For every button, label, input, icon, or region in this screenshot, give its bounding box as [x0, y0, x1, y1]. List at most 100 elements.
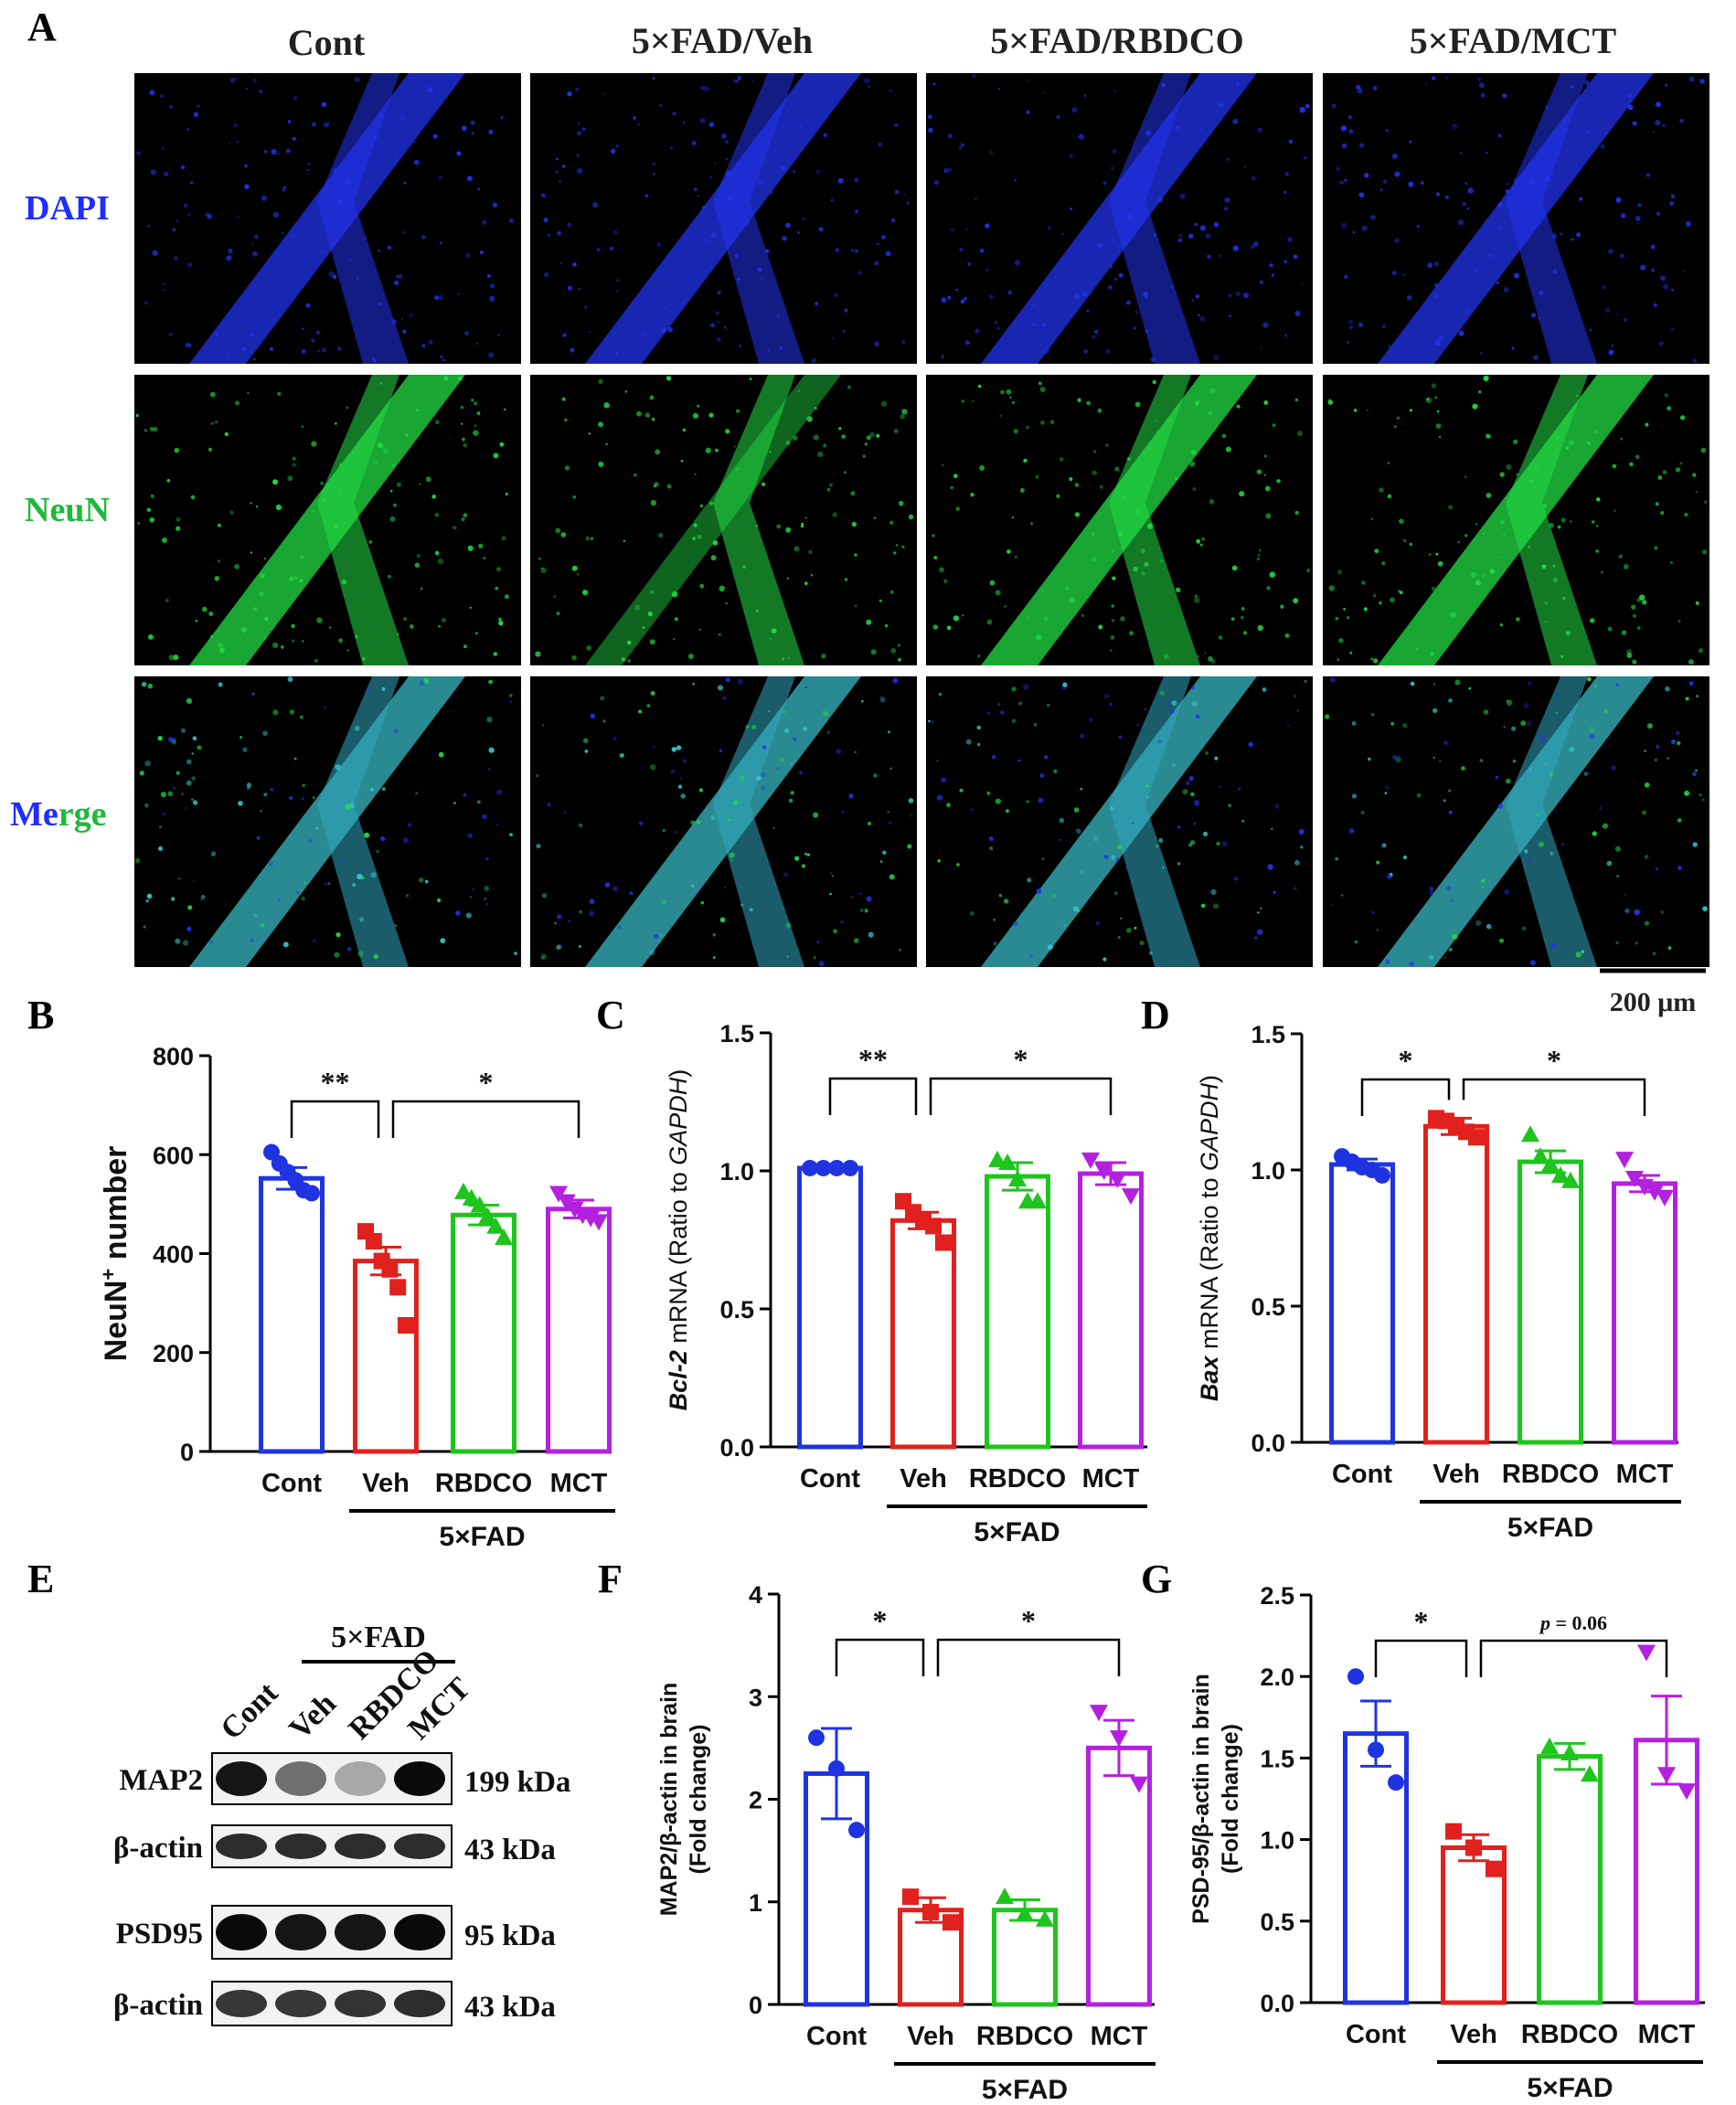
cell-nucleus: [1435, 341, 1439, 345]
cell-nucleus: [979, 465, 985, 471]
cell-nucleus: [1629, 462, 1634, 467]
cell-nucleus: [621, 657, 626, 662]
cell-nucleus: [582, 738, 589, 744]
cell-nucleus: [214, 576, 219, 581]
cell-nucleus: [316, 330, 321, 335]
cell-nucleus: [1123, 495, 1127, 500]
cell-nucleus: [626, 640, 632, 645]
cell-nucleus: [1634, 909, 1640, 916]
cell-nucleus: [901, 409, 908, 415]
cell-nucleus: [995, 590, 1001, 596]
cell-nucleus: [665, 307, 667, 310]
cell-nucleus: [1506, 778, 1511, 784]
cell-nucleus: [1443, 740, 1448, 746]
cell-nucleus: [1011, 718, 1017, 724]
cell-nucleus: [1480, 93, 1486, 98]
cell-nucleus: [311, 510, 314, 513]
cell-nucleus: [1069, 477, 1073, 482]
cell-nucleus: [1047, 703, 1050, 707]
cell-nucleus: [708, 412, 714, 418]
cell-nucleus: [1427, 262, 1433, 269]
cell-nucleus: [440, 355, 443, 359]
cell-nucleus: [811, 357, 817, 364]
blot-band: [216, 1990, 267, 2017]
cell-nucleus: [1550, 942, 1556, 949]
data-point: [1008, 1170, 1027, 1187]
cell-nucleus: [368, 540, 373, 544]
cell-nucleus: [1256, 557, 1261, 561]
cell-nucleus: [1394, 171, 1401, 177]
cell-nucleus: [1083, 94, 1087, 97]
cell-nucleus: [1011, 400, 1016, 405]
cell-nucleus: [1039, 773, 1045, 779]
y-axis-title-gene: Bax: [1196, 1355, 1223, 1402]
cell-nucleus: [864, 78, 869, 84]
blot-band: [275, 1990, 326, 2017]
cell-nucleus: [1523, 703, 1529, 708]
cell-nucleus: [1284, 633, 1290, 638]
cell-nucleus: [1354, 940, 1358, 944]
cell-nucleus: [790, 762, 793, 765]
cell-nucleus: [311, 338, 315, 343]
cell-nucleus: [1283, 190, 1287, 194]
cell-nucleus: [463, 513, 468, 518]
cell-nucleus: [341, 579, 347, 585]
cell-nucleus: [579, 910, 582, 914]
cell-nucleus: [499, 441, 505, 447]
cell-nucleus: [1612, 463, 1617, 469]
cell-nucleus: [1585, 130, 1590, 134]
cell-nucleus: [497, 334, 500, 336]
cell-nucleus: [826, 730, 830, 734]
cell-nucleus: [1254, 936, 1258, 940]
cell-nucleus: [1571, 238, 1574, 241]
category-label-rbdco: RBDCO: [1521, 2020, 1618, 2049]
cell-nucleus: [1640, 264, 1646, 271]
cell-nucleus: [1604, 307, 1611, 314]
cell-nucleus: [1091, 556, 1097, 562]
cell-nucleus: [974, 197, 977, 201]
cell-nucleus: [233, 123, 238, 128]
cell-nucleus: [586, 645, 592, 651]
cell-nucleus: [1544, 762, 1549, 766]
cell-nucleus: [235, 77, 238, 80]
cell-nucleus: [717, 320, 719, 324]
cell-nucleus: [793, 737, 797, 741]
cell-nucleus: [1114, 466, 1120, 472]
cell-nucleus: [1188, 233, 1194, 239]
data-point: [808, 1729, 825, 1747]
cell-nucleus: [144, 300, 149, 305]
cell-nucleus: [1080, 787, 1083, 791]
cell-nucleus: [453, 802, 456, 805]
cell-nucleus: [256, 835, 261, 840]
cell-nucleus: [1038, 381, 1042, 386]
data-point: [1036, 1909, 1054, 1927]
cell-nucleus: [1145, 328, 1149, 334]
cell-nucleus: [472, 888, 474, 891]
cell-nucleus: [1486, 923, 1492, 930]
bar-cont: [797, 1165, 863, 1450]
micrograph-neun-veh: [530, 375, 917, 665]
cell-nucleus: [509, 833, 513, 836]
y-tick-label: 0.0: [1260, 1990, 1294, 2017]
cell-nucleus: [419, 877, 424, 883]
cell-nucleus: [1358, 143, 1365, 148]
cell-nucleus: [1679, 119, 1684, 123]
cell-nucleus: [1653, 303, 1657, 307]
cell-nucleus: [694, 473, 697, 475]
cell-nucleus: [214, 420, 218, 424]
cell-nucleus: [1552, 577, 1559, 582]
cell-nucleus: [166, 479, 171, 483]
cell-nucleus: [158, 846, 163, 851]
cell-nucleus: [137, 522, 140, 525]
cell-nucleus: [346, 406, 349, 409]
cell-nucleus: [1190, 450, 1197, 455]
data-point: [848, 1822, 865, 1839]
cell-nucleus: [246, 782, 252, 788]
cell-nucleus: [144, 760, 151, 767]
cell-nucleus: [1074, 512, 1081, 517]
cell-nucleus: [879, 696, 886, 703]
cell-nucleus: [798, 124, 803, 129]
cell-nucleus: [1502, 533, 1506, 537]
cell-nucleus: [358, 917, 365, 922]
significance-label: *: [1547, 1044, 1561, 1077]
